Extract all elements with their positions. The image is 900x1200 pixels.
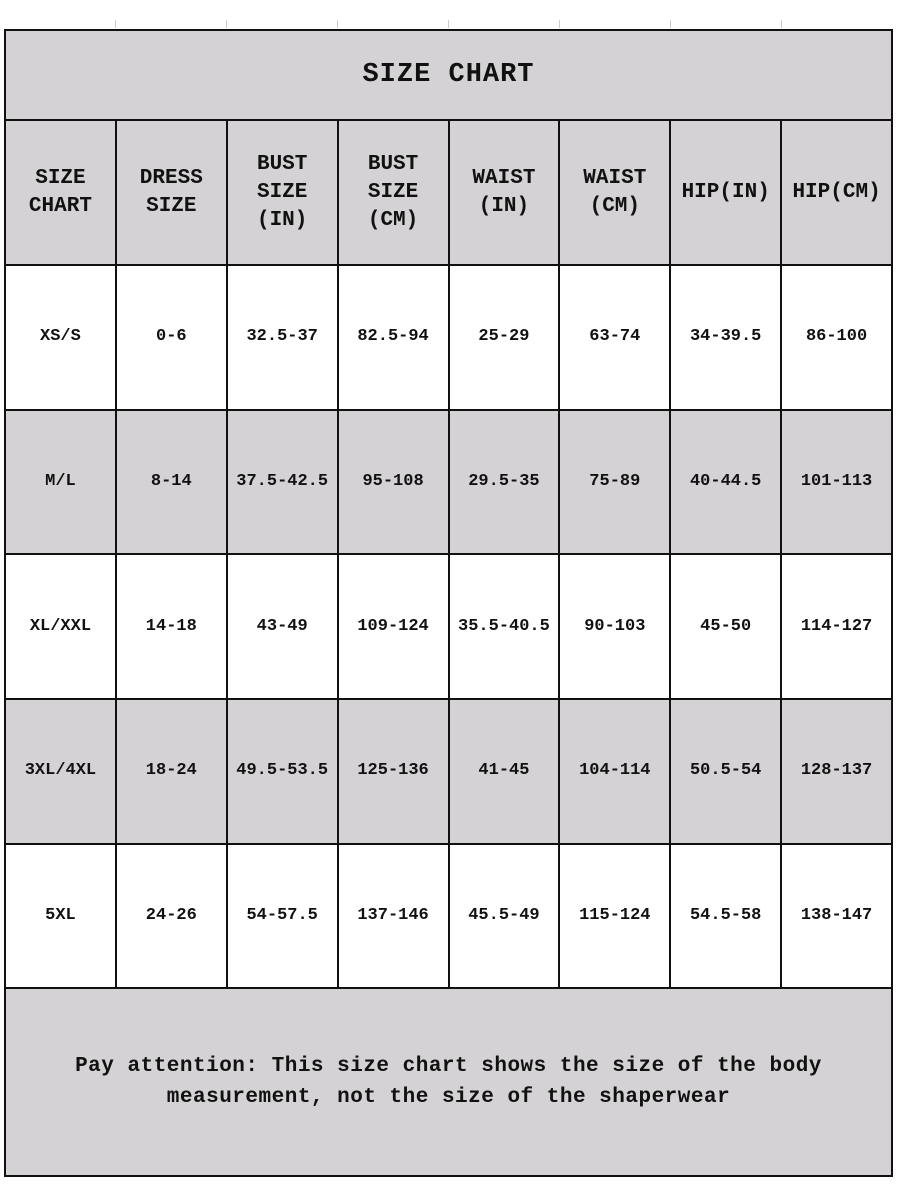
table-cell: 115-124	[558, 842, 672, 990]
header-row: SIZE CHART DRESS SIZE BUST SIZE (IN) BUST SIZE (C…	[4, 119, 893, 267]
table-cell: 35.5-40.5	[447, 553, 561, 700]
column-header: HIP(CM)	[780, 119, 893, 267]
note-text: Pay attention: This size chart shows the…	[4, 987, 893, 1177]
tick	[115, 20, 116, 28]
table-cell: 138-147	[780, 842, 893, 990]
table-cell: 90-103	[558, 553, 672, 700]
column-header: SIZE CHART	[4, 119, 117, 267]
table-cell: 49.5-53.5	[225, 697, 339, 845]
table-cell: 82.5-94	[336, 264, 450, 411]
size-chart-table: SIZE CHART SIZE CHART DRESS SIZE BUST SIZE (IN…	[4, 28, 893, 1177]
table-cell: 8-14	[114, 408, 228, 556]
table-cell: 41-45	[447, 697, 561, 845]
table-row: XS/S 0-6 32.5-37 82.5-94 25-29 63-74 34-39.5 86…	[4, 264, 893, 411]
column-ticks	[0, 20, 900, 28]
table-cell: 24-26	[114, 842, 228, 990]
table-cell: 14-18	[114, 553, 228, 700]
table-cell: 125-136	[336, 697, 450, 845]
table-cell: 101-113	[780, 408, 893, 556]
table-cell: 86-100	[780, 264, 893, 411]
table-title: SIZE CHART	[4, 28, 893, 122]
table-cell: 3XL/4XL	[4, 697, 117, 845]
column-header: WAIST (CM)	[558, 119, 672, 267]
table-cell: 50.5-54	[669, 697, 783, 845]
table-cell: 137-146	[336, 842, 450, 990]
table-row: XL/XXL 14-18 43-49 109-124 35.5-40.5 90-103 45…	[4, 553, 893, 700]
column-header: DRESS SIZE	[114, 119, 228, 267]
table-cell: 75-89	[558, 408, 672, 556]
table-cell: 95-108	[336, 408, 450, 556]
table-cell: XS/S	[4, 264, 117, 411]
table-cell: 128-137	[780, 697, 893, 845]
table-cell: 109-124	[336, 553, 450, 700]
table-cell: 37.5-42.5	[225, 408, 339, 556]
tick	[781, 20, 782, 28]
table-cell: 0-6	[114, 264, 228, 411]
table-cell: 104-114	[558, 697, 672, 845]
table-cell: 54.5-58	[669, 842, 783, 990]
table-cell: 18-24	[114, 697, 228, 845]
table-cell: 32.5-37	[225, 264, 339, 411]
tick	[448, 20, 449, 28]
table-cell: 5XL	[4, 842, 117, 990]
table-cell: 34-39.5	[669, 264, 783, 411]
tick	[337, 20, 338, 28]
table-cell: 29.5-35	[447, 408, 561, 556]
table-cell: 25-29	[447, 264, 561, 411]
table-row: M/L 8-14 37.5-42.5 95-108 29.5-35 75-89 40-44.…	[4, 408, 893, 556]
tick	[226, 20, 227, 28]
table-cell: 45-50	[669, 553, 783, 700]
column-header: BUST SIZE (CM)	[336, 119, 450, 267]
table-cell: XL/XXL	[4, 553, 117, 700]
table-cell: 40-44.5	[669, 408, 783, 556]
table-row: 5XL 24-26 54-57.5 137-146 45.5-49 115-124 54.5…	[4, 842, 893, 990]
column-header: BUST SIZE (IN)	[225, 119, 339, 267]
column-header: WAIST (IN)	[447, 119, 561, 267]
tick	[559, 20, 560, 28]
table-cell: 54-57.5	[225, 842, 339, 990]
table-cell: 63-74	[558, 264, 672, 411]
table-cell: 114-127	[780, 553, 893, 700]
table-cell: 45.5-49	[447, 842, 561, 990]
table-cell: M/L	[4, 408, 117, 556]
table-cell: 43-49	[225, 553, 339, 700]
table-row: 3XL/4XL 18-24 49.5-53.5 125-136 41-45 104-114…	[4, 697, 893, 845]
tick	[670, 20, 671, 28]
column-header: HIP(IN)	[669, 119, 783, 267]
